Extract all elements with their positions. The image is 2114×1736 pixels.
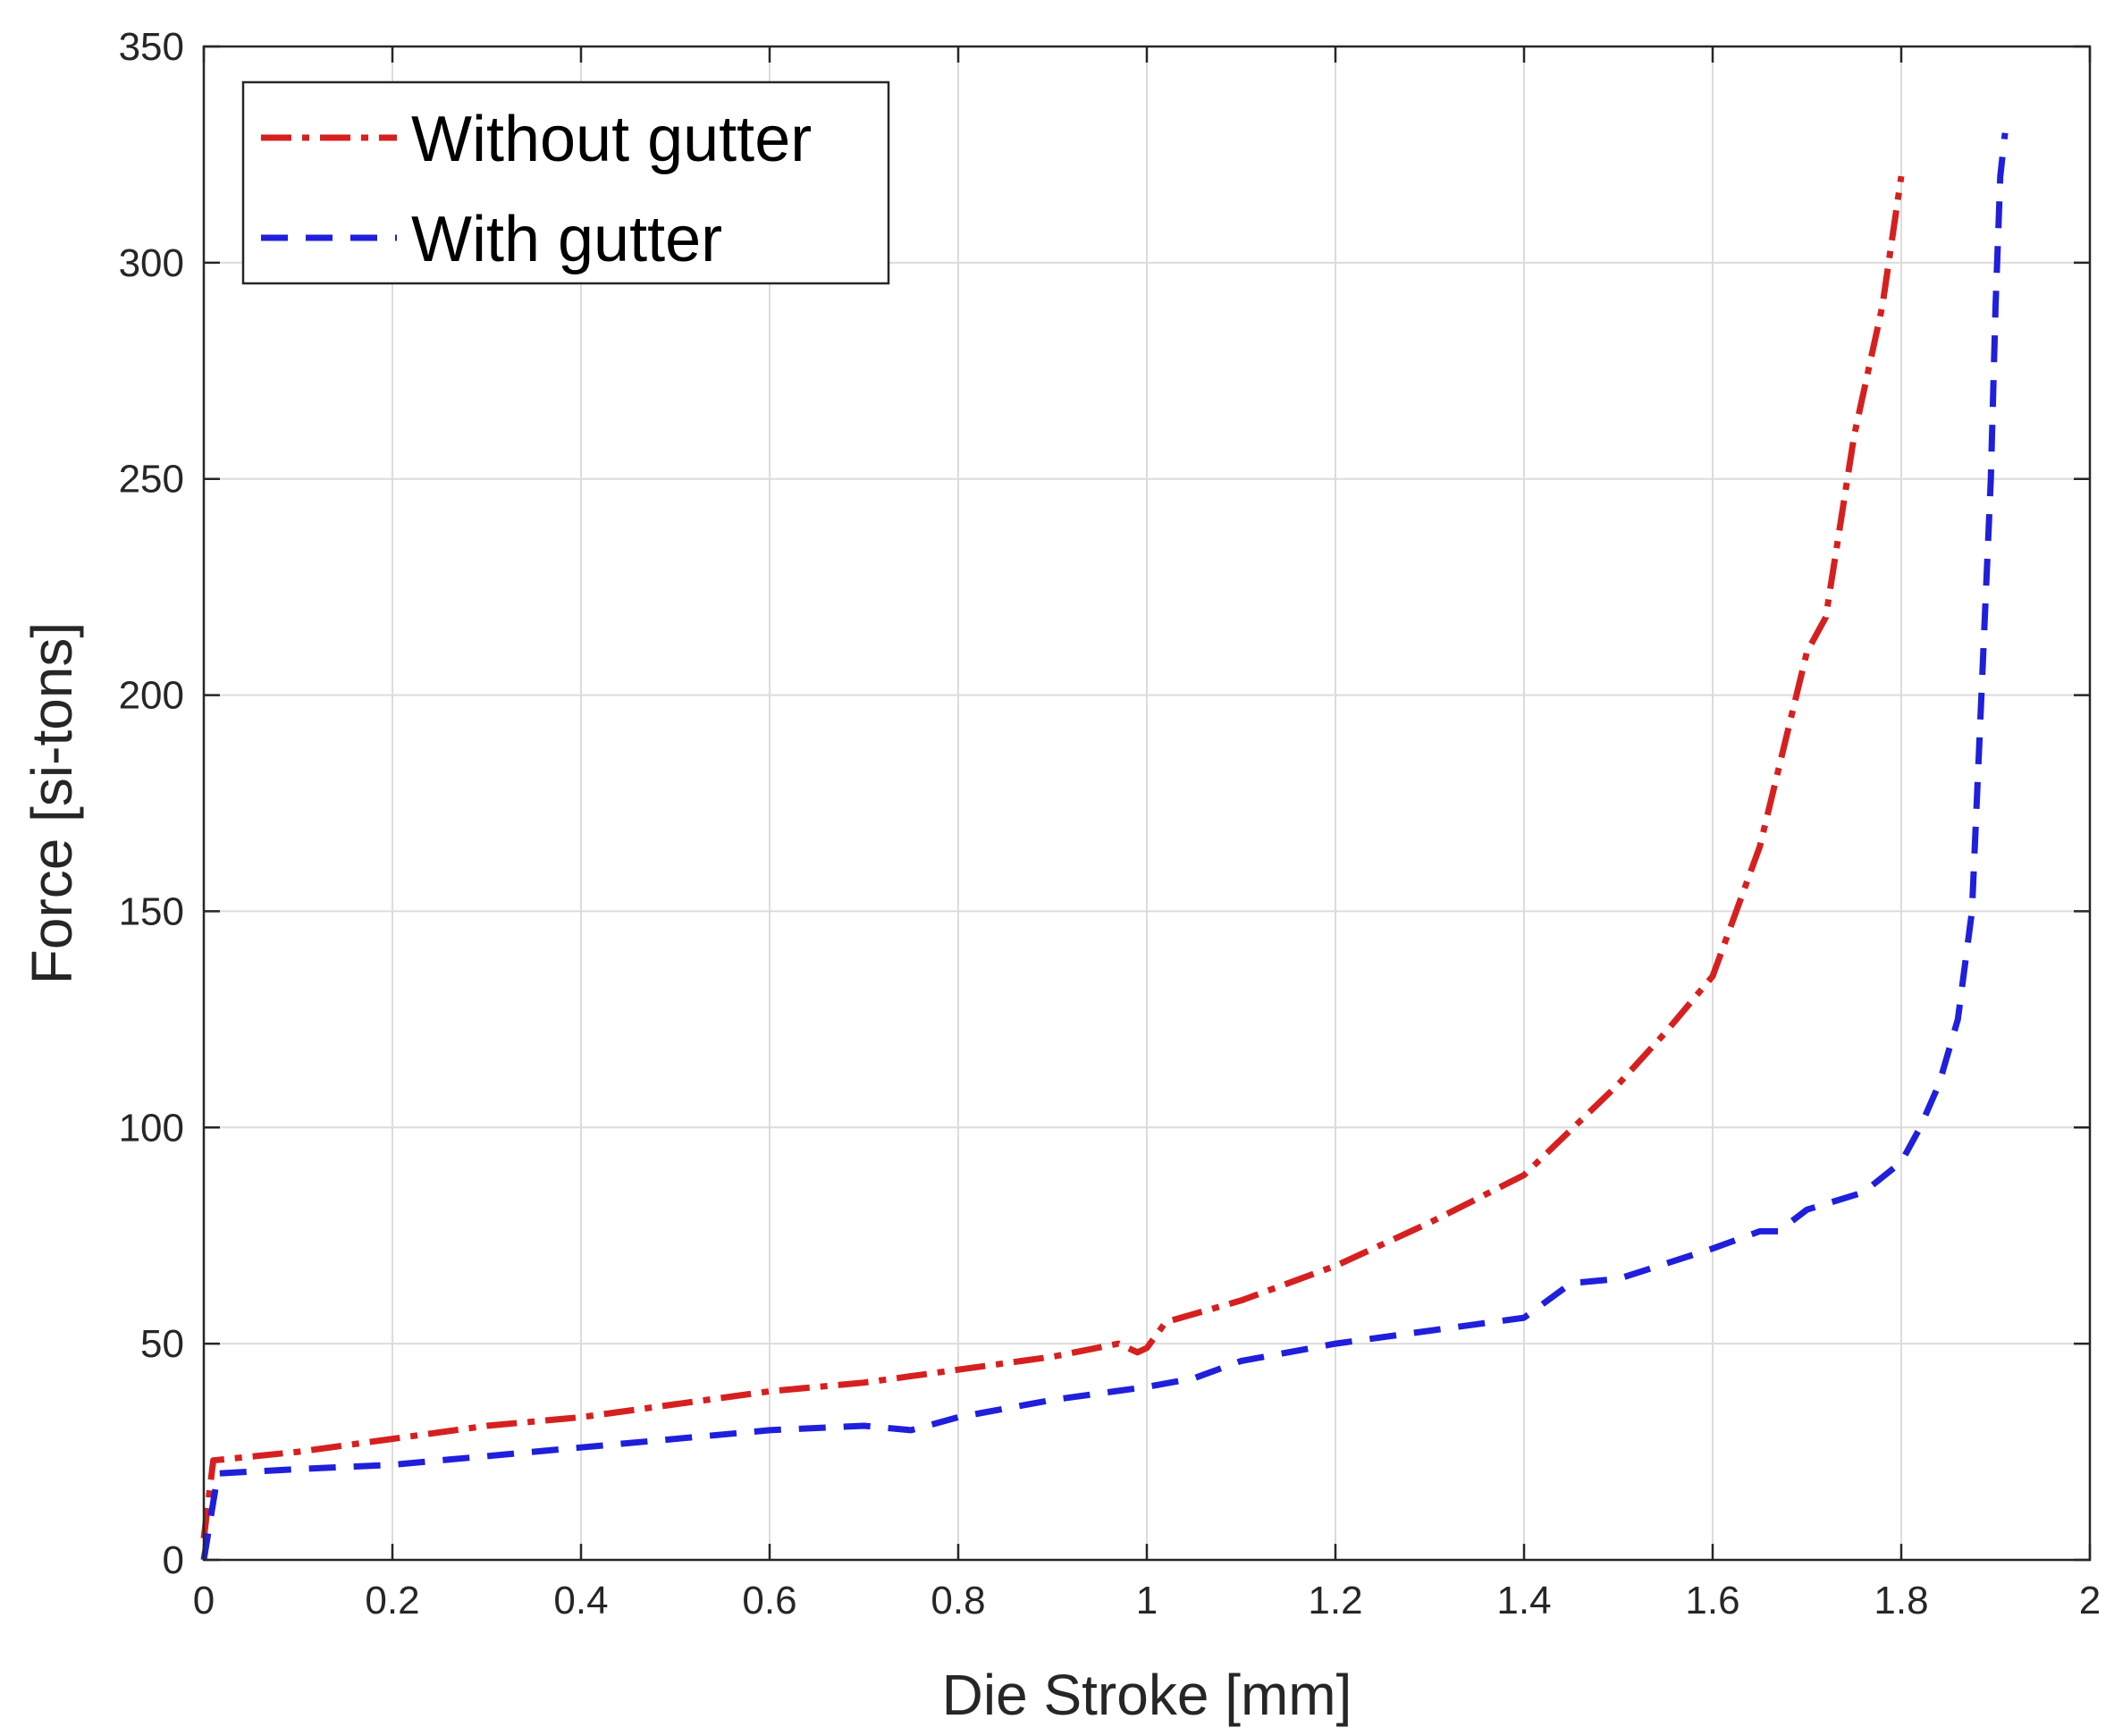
legend-label-with-gutter: With gutter	[411, 204, 722, 275]
y-tick-label: 250	[119, 458, 184, 501]
series-line-without-gutter	[200, 175, 1905, 1539]
x-tick-label: 1	[1136, 1579, 1158, 1622]
series-line-with-gutter	[200, 132, 2009, 1561]
axes-frame	[202, 45, 2092, 1562]
y-tick-label: 100	[119, 1106, 184, 1150]
x-tick-label: 0.4	[553, 1579, 608, 1622]
x-tick-label: 1.6	[1685, 1579, 1739, 1622]
y-tick-labels: 0 50 100 150 200 250 300 350	[119, 25, 184, 1582]
y-tick-label: 0	[163, 1538, 184, 1582]
x-tick-label: 1.2	[1308, 1579, 1362, 1622]
legend-label-without-gutter: Without gutter	[411, 104, 812, 175]
y-tick-label: 50	[140, 1322, 184, 1366]
legend-box	[241, 80, 890, 285]
y-axis-label: Force [si-tons]	[20, 622, 84, 984]
legend: Without gutter With gutter	[241, 80, 890, 285]
x-tick-label: 0.2	[365, 1579, 419, 1622]
y-tick-label: 200	[119, 674, 184, 718]
x-tick-label: 0.6	[742, 1579, 796, 1622]
y-tick-label: 300	[119, 241, 184, 285]
x-tick-label: 1.8	[1874, 1579, 1928, 1622]
y-tick-label: 350	[119, 25, 184, 69]
x-tick-label: 1.4	[1496, 1579, 1551, 1622]
x-tick-label: 2	[2079, 1579, 2101, 1622]
series-layer	[200, 132, 2009, 1561]
x-tick-label: 0	[193, 1579, 215, 1622]
y-tick-label: 150	[119, 889, 184, 933]
x-tick-label: 0.8	[931, 1579, 985, 1622]
x-tick-labels: 0 0.2 0.4 0.6 0.8 1 1.2 1.4 1.6 1.8 2	[193, 1579, 2101, 1622]
x-axis-label: Die Stroke [mm]	[942, 1663, 1352, 1727]
